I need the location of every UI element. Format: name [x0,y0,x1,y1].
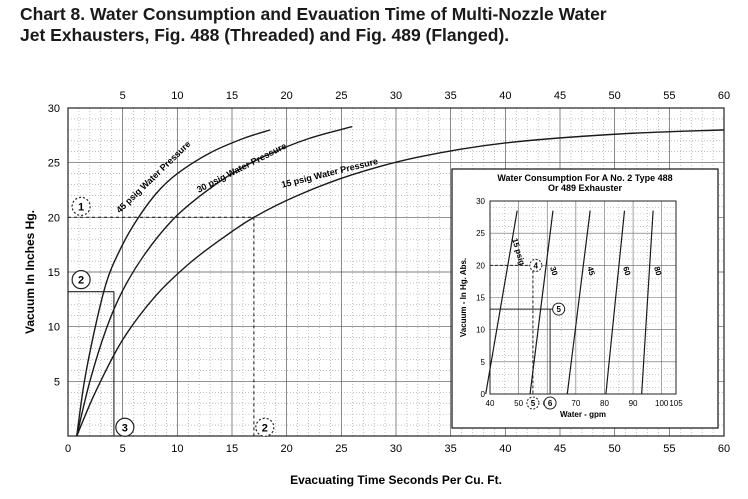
inset-series-line [605,210,626,395]
x-tick-label-top: 50 [609,90,621,102]
x-tick-label-bottom: 55 [663,443,675,455]
inset-annotation-marker [526,396,540,410]
inset-x-tick-label: 70 [571,399,580,408]
y-tick-label: 10 [48,322,60,334]
x-tick-label-top: 25 [335,90,347,102]
inset-annotation-marker [529,258,543,272]
inset-x-tick-label: 90 [629,399,638,408]
y-tick-label: 30 [48,103,60,115]
inset-series-line [485,210,518,395]
x-tick-label-top: 10 [171,90,183,102]
inset-series-label: 45 [585,265,596,277]
inset-annotation-marker [543,396,557,410]
x-tick-label-bottom: 25 [335,443,347,455]
x-tick-label-bottom: 0 [65,443,71,455]
inset-annotation-label: 5 [531,399,536,408]
inset-x-tick-label: 40 [486,399,495,408]
x-tick-label-bottom: 40 [499,443,511,455]
x-tick-label-top: 60 [718,90,730,102]
inset-x-tick-label: 50 [514,399,523,408]
inset-title: Water Consumption For A No. 2 Type 488 [497,173,672,183]
inset-y-tick-label: 15 [476,294,485,303]
inset-y-axis-label: Vacuum - In Hg. Abs. [459,258,468,337]
y-axis-label: Vacuum In Inches Hg. [23,210,37,334]
x-tick-label-top: 30 [390,90,402,102]
annotation-marker [255,417,275,437]
annotation-marker [71,270,91,290]
x-tick-label-bottom: 20 [281,443,293,455]
inset-annotation-label: 6 [548,399,553,408]
x-tick-label-bottom: 10 [171,443,183,455]
inset-x-tick-label: 105 [669,399,683,408]
x-tick-label-top: 55 [663,90,675,102]
annotation-label: 1 [78,201,84,213]
inset-plot-frame [489,200,677,395]
inset-y-tick-label: 30 [476,197,485,206]
x-tick-label-bottom: 5 [120,443,126,455]
x-tick-label-bottom: 35 [445,443,457,455]
inset-series-line [529,210,554,395]
series-curve [76,129,271,437]
x-tick-label-top: 5 [120,90,126,102]
x-tick-label-bottom: 60 [718,443,730,455]
x-tick-label-bottom: 50 [609,443,621,455]
inset-series-line [566,210,591,395]
series-label: 30 psig Water Pressure [195,141,288,195]
y-tick-label: 25 [48,158,60,170]
x-axis-label: Evacuating Time Seconds Per Cu. Ft. [290,473,502,487]
x-tick-label-top: 20 [281,90,293,102]
inset-series-label: 30 [548,265,559,277]
inset-series-label: 60 [621,265,632,277]
series-label: 45 psig Water Pressure [114,139,192,215]
inset-y-tick-label: 0 [481,390,486,399]
series-curve [76,129,725,437]
plot-frame [67,107,725,437]
x-tick-label-top: 15 [226,90,238,102]
annotation-label: 2 [78,275,84,287]
inset-y-tick-label: 10 [476,326,485,335]
y-tick-label: 15 [48,267,60,279]
x-tick-label-top: 45 [554,90,566,102]
x-tick-label-top: 35 [445,90,457,102]
inset-y-tick-label: 20 [476,261,485,270]
inset-series-label: 80 [652,265,663,277]
annotation-marker [71,196,91,216]
series-curve [76,125,353,437]
inset-x-tick-label: 80 [600,399,609,408]
inset-x-tick-label: 100 [655,399,669,408]
inset-y-tick-label: 25 [476,229,485,238]
x-tick-label-bottom: 15 [226,443,238,455]
annotation-label: 3 [122,422,128,434]
inset-x-axis-label: Water - gpm [560,410,606,419]
inset-chart: Water Consumption For A No. 2 Type 488Or… [451,168,719,429]
inset-y-tick-label: 5 [481,358,486,367]
y-tick-label: 5 [54,376,60,388]
inset-series-line [641,210,654,395]
annotation-marker [115,417,135,437]
x-tick-label-bottom: 45 [554,443,566,455]
x-tick-label-top: 40 [499,90,511,102]
inset-annotation-marker [552,302,566,316]
inset-annotation-label: 4 [534,261,539,270]
y-tick-label: 20 [48,212,60,224]
inset-annotation-label: 5 [556,305,561,314]
inset-frame [451,168,719,429]
x-tick-label-bottom: 30 [390,443,402,455]
inset-title: Or 489 Exhauster [548,183,623,193]
chart-title: Chart 8. Water Consumption and Evauation… [20,4,607,45]
annotation-label: 2 [262,422,268,434]
